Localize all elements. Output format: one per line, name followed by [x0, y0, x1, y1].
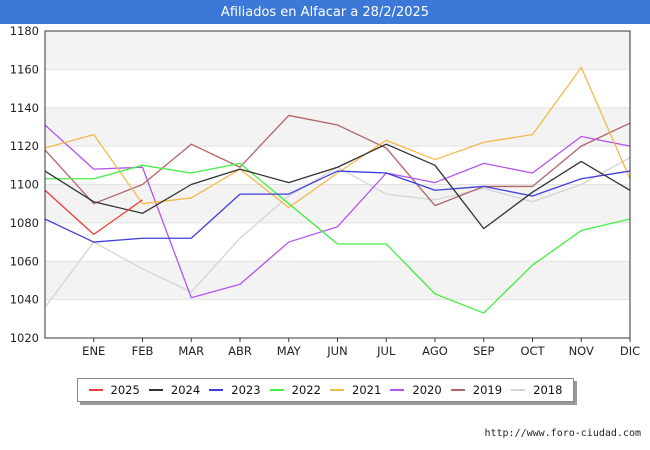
y-tick-label: 1120 [10, 139, 39, 153]
legend-swatch [330, 389, 345, 391]
x-tick-label: JUL [376, 344, 396, 358]
legend-label: 2019 [472, 383, 503, 397]
legend-item-2019: 2019 [450, 383, 503, 397]
y-tick-label: 1040 [10, 293, 39, 307]
x-tick-label: SEP [473, 344, 495, 358]
legend-swatch [390, 389, 405, 391]
y-tick-label: 1080 [10, 216, 39, 230]
legend-item-2023: 2023 [209, 383, 261, 397]
grid-band [45, 69, 630, 108]
y-tick-label: 1140 [10, 101, 39, 115]
x-tick-label: JUN [326, 344, 347, 358]
legend-label: 2022 [291, 383, 321, 397]
legend-label: 2021 [352, 383, 382, 397]
series-line-2023 [44, 170, 631, 243]
legend-item-2022: 2022 [269, 383, 321, 397]
legend-label: 2023 [231, 383, 261, 397]
legend-item-2021: 2021 [330, 383, 381, 397]
legend-item-2018: 2018 [511, 383, 562, 397]
source-url: http://www.foro-ciudad.com [484, 428, 641, 439]
series-lines [44, 66, 631, 314]
grid-band [45, 299, 630, 338]
legend-swatch [450, 389, 465, 391]
y-tick-label: 1020 [10, 331, 39, 345]
legend-swatch [148, 389, 163, 391]
legend-swatch [88, 389, 103, 391]
x-axis: ENE FEB MAR ABR MAY JUN JUL AGO SEP OCT NOV DIC [82, 338, 640, 358]
y-axis: 1020 1040 1060 1080 1100 1120 1140 1160 1180 [10, 24, 39, 345]
y-tick-label: 1100 [10, 178, 39, 192]
x-tick-label: OCT [520, 344, 545, 358]
legend-swatch [511, 389, 526, 391]
legend-swatch [269, 389, 284, 391]
plot-frame [44, 30, 631, 339]
chart-title: Afiliados en Alfacar a 28/2/2025 [0, 0, 650, 24]
grid-band [45, 31, 630, 70]
legend: 2025 2024 2023 2022 2021 2020 2019 2018 [77, 378, 574, 402]
y-tick-label: 1060 [10, 254, 39, 268]
series-line-2022 [45, 162, 631, 314]
legend-item-2025: 2025 [88, 383, 140, 397]
legend-item-2024: 2024 [148, 383, 201, 397]
series-line-2020 [44, 124, 631, 299]
legend-item-2020: 2020 [390, 383, 442, 397]
x-tick-label: MAR [178, 344, 204, 358]
x-tick-label: FEB [132, 344, 154, 358]
y-tick-label: 1160 [10, 62, 39, 76]
legend-label: 2025 [110, 383, 140, 397]
series-line-2021 [44, 66, 631, 209]
grid-band [45, 261, 630, 300]
x-tick-label: MAY [277, 344, 302, 358]
series-line-2019 [44, 114, 631, 207]
grid-band [45, 222, 630, 262]
legend-label: 2018 [533, 383, 563, 397]
legend-swatch [209, 389, 224, 391]
legend-label: 2024 [170, 383, 201, 397]
x-tick-label: DIC [620, 344, 640, 358]
x-tick-label: NOV [569, 344, 594, 358]
legend-label: 2020 [412, 383, 442, 397]
series-line-2024 [44, 143, 631, 230]
line-chart: 1020 1040 1060 1080 1100 1120 1140 1160 1180 ENE… [10, 24, 640, 358]
y-tick-label: 1180 [10, 24, 39, 38]
series-line-2025 [44, 189, 143, 236]
grid-bands [45, 30, 630, 339]
x-tick-label: AGO [422, 344, 448, 358]
grid-band [45, 107, 630, 147]
x-tick-label: ABR [228, 344, 252, 358]
x-tick-label: ENE [82, 344, 105, 358]
